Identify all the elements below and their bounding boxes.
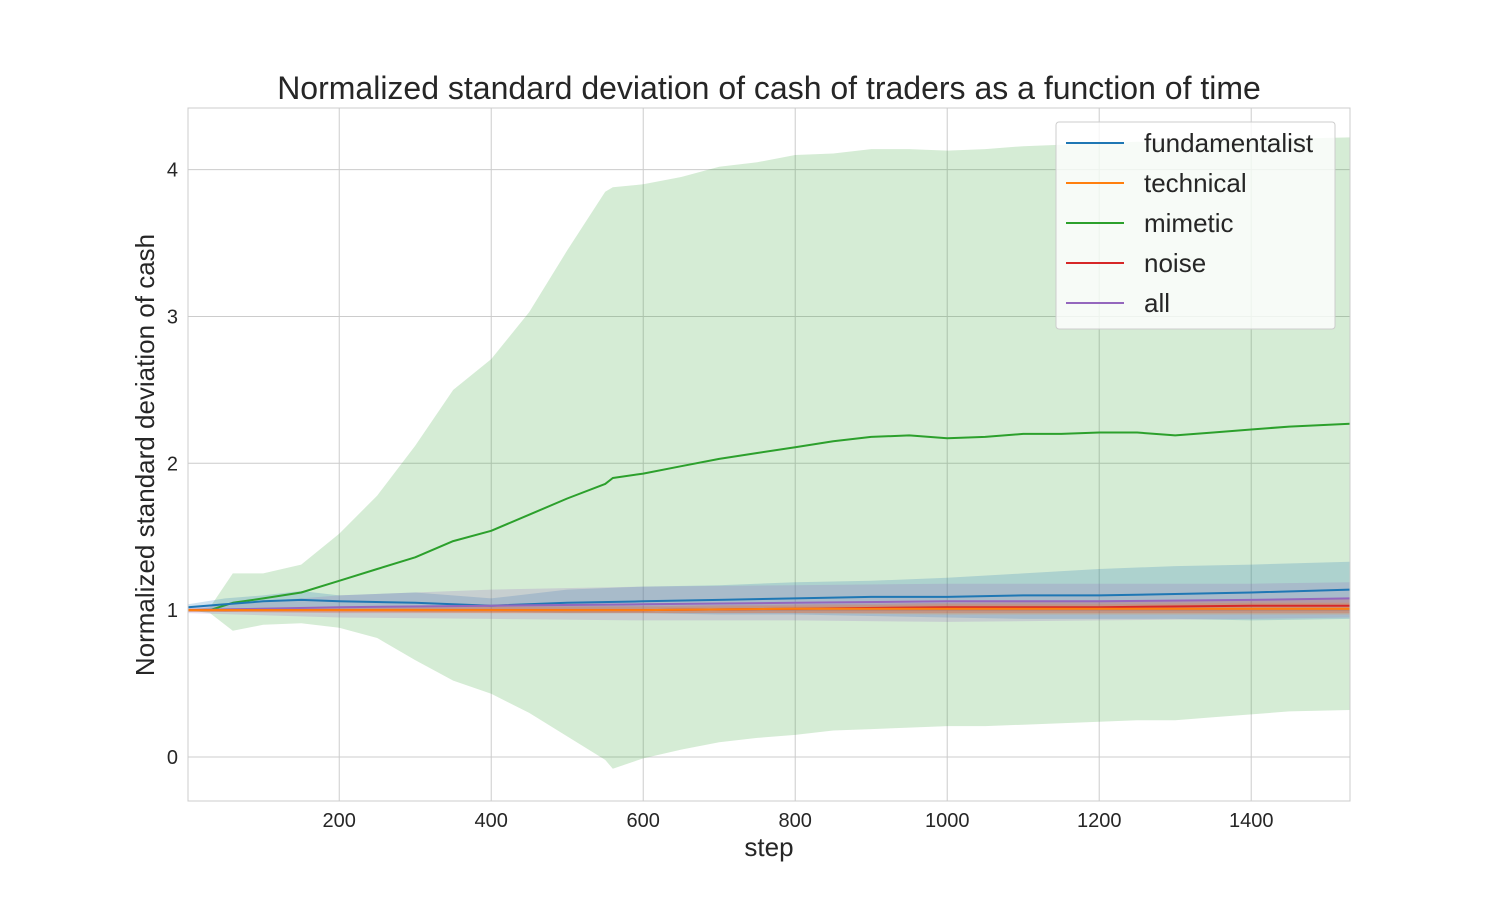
series-lines xyxy=(187,422,1351,612)
all-line xyxy=(187,597,1351,612)
x-tick-labels: 200 400 600 800 1000 1200 1400 xyxy=(323,810,1274,832)
all-band xyxy=(188,582,1350,622)
mimetic-line xyxy=(188,422,1351,612)
x-tick-label: 1200 xyxy=(1077,810,1122,832)
x-axis-label: step xyxy=(744,832,793,862)
x-tick-label: 600 xyxy=(627,810,660,832)
fundamentalist-line xyxy=(187,588,1351,609)
x-tick-label: 1400 xyxy=(1229,810,1274,832)
y-axis-label: Normalized standard deviation of cash xyxy=(130,234,160,676)
legend-label-all: all xyxy=(1144,288,1170,318)
x-tick-label: 400 xyxy=(475,810,508,832)
x-tick-label: 1000 xyxy=(925,810,970,832)
y-tick-label: 4 xyxy=(167,160,178,182)
y-tick-label: 1 xyxy=(167,600,178,622)
y-tick-labels: 0 1 2 3 4 xyxy=(167,160,178,769)
legend-label-technical: technical xyxy=(1144,168,1247,198)
legend-label-noise: noise xyxy=(1144,248,1206,278)
y-tick-label: 3 xyxy=(167,306,178,328)
legend-label-mimetic: mimetic xyxy=(1144,208,1234,238)
legend-box xyxy=(1055,121,1336,330)
legend-label-fundamentalist: fundamentalist xyxy=(1144,128,1314,158)
x-tick-label: 800 xyxy=(779,810,812,832)
technical-line xyxy=(188,607,1350,612)
y-tick-label: 0 xyxy=(167,747,178,769)
y-tick-label: 2 xyxy=(167,453,178,475)
chart-title: Normalized standard deviation of cash of… xyxy=(277,70,1261,106)
x-tick-label: 200 xyxy=(323,810,356,832)
plot-frame xyxy=(187,107,1351,802)
legend: fundamentalist technical mimetic noise all xyxy=(1055,121,1336,330)
